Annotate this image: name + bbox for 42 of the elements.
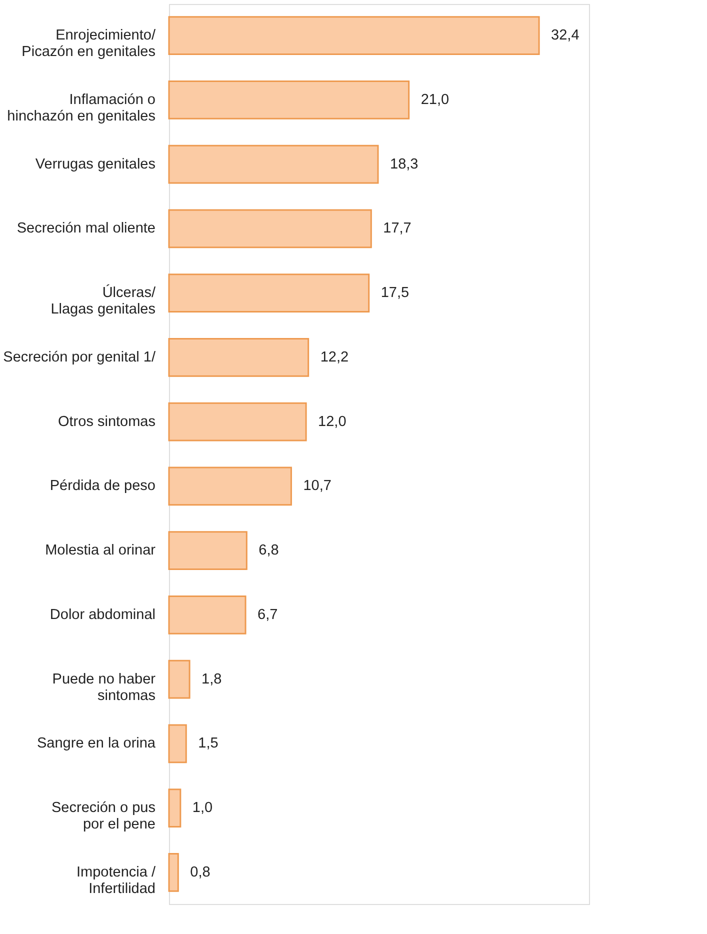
data-label: 1,8	[202, 671, 222, 688]
y-tick-label: Secreción por genital 1/	[3, 349, 156, 366]
bar	[168, 466, 292, 506]
y-tick-label: Úlceras/ Llagas genitales	[50, 284, 156, 318]
data-label: 10,7	[303, 478, 332, 494]
bar	[168, 16, 540, 55]
bar	[168, 338, 310, 377]
data-label: 12,0	[318, 414, 346, 430]
bar	[168, 596, 246, 634]
y-tick-label: Secreción o pus por el pene	[52, 800, 156, 833]
data-label: 17,7	[383, 220, 412, 237]
bar	[168, 274, 370, 312]
data-label: 32,4	[551, 28, 580, 44]
y-tick-label: Dolor abdominal	[50, 606, 156, 623]
data-label: 21,0	[420, 92, 450, 108]
bar	[168, 402, 307, 442]
y-tick-label: Sangre en la orina	[37, 736, 156, 752]
bar	[168, 531, 248, 570]
y-tick-label: Verrugas genitales	[35, 156, 156, 172]
bar	[168, 660, 190, 699]
bar	[168, 788, 182, 828]
data-label: 18,3	[390, 156, 418, 172]
y-tick-label: Enrojecimiento/ Picazón en genitales	[22, 28, 156, 60]
data-label: 6,7	[258, 606, 278, 623]
y-tick-label: Puede no haber sintomas	[52, 671, 156, 704]
data-label: 1,0	[192, 800, 213, 816]
y-tick-label: Impotencia / Infertilidad	[76, 864, 156, 897]
y-tick-label: Molestia al orinar	[45, 542, 156, 559]
data-label: 1,5	[198, 736, 218, 752]
data-label: 6,8	[258, 542, 279, 559]
y-tick-label: Pérdida de peso	[50, 478, 156, 494]
y-tick-label: Secreción mal oliente	[16, 220, 156, 237]
bar	[168, 724, 187, 764]
bar	[168, 80, 410, 120]
data-label: 17,5	[380, 285, 410, 302]
bar	[168, 144, 379, 184]
y-tick-label: Otros sintomas	[58, 414, 156, 430]
bar	[168, 209, 372, 248]
bar	[168, 853, 179, 892]
data-label: 0,8	[190, 864, 210, 880]
data-label: 12,2	[320, 349, 349, 366]
y-tick-label: Inflamación o hinchazón en genitales	[7, 92, 156, 124]
